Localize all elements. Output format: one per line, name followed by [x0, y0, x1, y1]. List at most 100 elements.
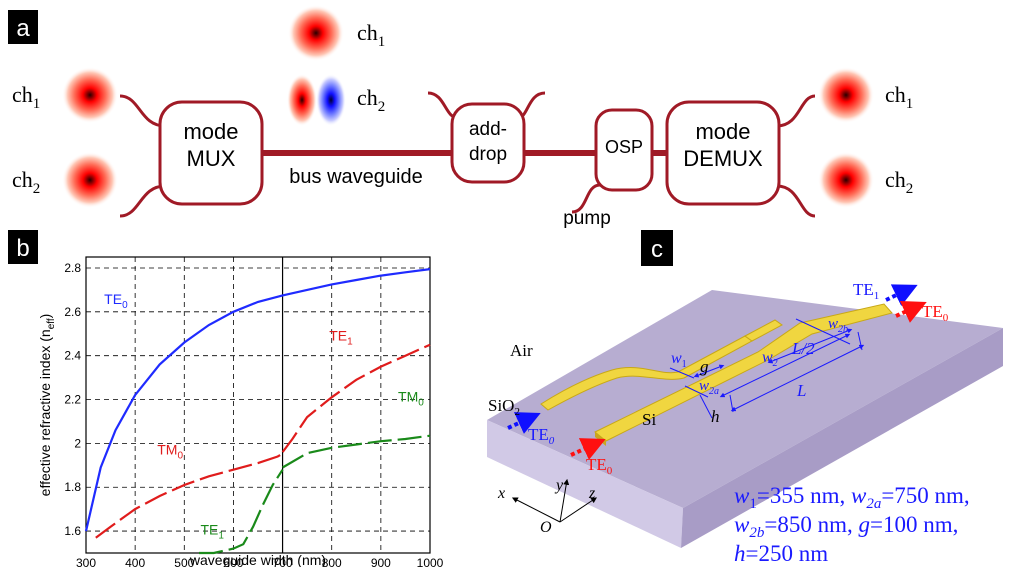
mux-line2: MUX	[187, 146, 236, 171]
l-label: L	[796, 381, 806, 400]
plot-ticks: 300 400 500 600 700 800 900 1000 1.6 1.8 2 2.2 2.4 2.…	[64, 261, 443, 567]
y-tick-label: 2.4	[64, 349, 81, 363]
si-label: Si	[642, 410, 656, 429]
series-line-te1-1	[281, 343, 431, 453]
curve-label-0: TE0	[104, 291, 128, 311]
adddrop-line1: add-	[469, 119, 507, 140]
panel-c-labels: Air SiO2 Si TE0 TE0 TE1 TE0 w1 g w2a w2 …	[488, 280, 949, 536]
panel-a-tag: a	[16, 15, 30, 42]
ch2-out-label: ch2	[885, 167, 913, 197]
panel-a-tag-bg	[8, 10, 38, 44]
curve-label-1: TE1	[329, 327, 353, 347]
te-in2-label: TE0	[586, 455, 613, 477]
series-line-tm0-2	[95, 451, 286, 539]
x-tick-label: 400	[125, 556, 145, 567]
te-out2-label: TE0	[922, 302, 949, 324]
w1-label: w1	[671, 350, 687, 370]
plot-series	[84, 268, 431, 555]
panel-b-tag-bg	[8, 230, 38, 264]
air-label: Air	[510, 341, 533, 360]
te-in1-label: TE0	[528, 425, 555, 447]
panel-c-tag: c	[651, 236, 663, 263]
adddrop-line2: drop	[469, 144, 507, 165]
osp-label: OSP	[605, 137, 643, 157]
w2a-label: w2a	[699, 378, 719, 397]
series-line-te1-4	[199, 469, 284, 555]
input-te0-arrow-red	[570, 438, 606, 460]
mode-spot-ch2-bus-red	[287, 74, 317, 126]
mode-mux-block: mode MUX	[158, 100, 264, 206]
panel-c-tag-bg	[641, 230, 673, 266]
w2b-label: w2b	[828, 316, 848, 335]
series-line-tm0-3	[282, 434, 431, 469]
mode-spot-ch2-out	[818, 152, 874, 208]
parameter-values: w1=355 nm, w2a=750 nm, w2b=850 nm, g=100…	[734, 483, 970, 566]
l-half-label: L/2	[791, 339, 815, 358]
pump-label: pump	[563, 208, 611, 229]
mode-spot-ch1-bus	[288, 5, 344, 61]
x-tick-label: 300	[76, 556, 96, 567]
y-axis-title: effective refractive index (neff)	[37, 314, 57, 497]
axis-origin-label: O	[540, 519, 552, 536]
sio2-label: SiO2	[488, 396, 520, 418]
ch1-in-label: ch1	[12, 82, 40, 112]
coordinate-axes	[511, 478, 597, 523]
dimension-lines	[669, 318, 865, 419]
mode-spot-ch1-out	[818, 67, 874, 123]
demux-line2: DEMUX	[683, 146, 763, 171]
osp-block: OSP	[594, 108, 654, 192]
params-line-3: h=250 nm	[734, 541, 828, 566]
y-tick-label: 1.6	[64, 524, 81, 538]
axis-z-label: z	[588, 485, 596, 502]
bus-waveguide-label: bus waveguide	[289, 166, 422, 188]
substrate-side	[681, 328, 1003, 548]
x-tick-label: 800	[322, 556, 342, 567]
curve-label-2: TM0	[157, 441, 183, 461]
x-tick-label: 600	[223, 556, 243, 567]
input-te0-arrow-blue	[507, 412, 541, 434]
ch1-bus-label: ch1	[357, 20, 385, 50]
panel-c: c Air SiO2	[487, 230, 1003, 566]
output-te1-arrow	[885, 284, 918, 307]
panel-a: a mode MUX add-	[8, 5, 913, 229]
mode-demux-block: mode DEMUX	[665, 100, 781, 206]
panel-b-tag: b	[16, 235, 29, 262]
x-tick-label: 500	[174, 556, 194, 567]
y-tick-label: 2.2	[64, 393, 81, 407]
x-tick-label: 1000	[417, 556, 444, 567]
channel-labels: ch1 ch2 ch1 ch2 ch1 ch2	[12, 20, 913, 197]
y-tick-label: 2.8	[64, 261, 81, 275]
y-tick-label: 1.8	[64, 480, 81, 494]
mux-line1: mode	[183, 119, 238, 144]
h-label: h	[711, 407, 720, 426]
ch2-bus-label: ch2	[357, 85, 385, 115]
mode-spot-ch2-in	[62, 152, 118, 208]
g-label: g	[700, 357, 709, 376]
y-tick-label: 2	[74, 436, 81, 450]
params-line-2: w2b=850 nm, g=100 nm,	[734, 512, 958, 541]
output-te0-arrow	[895, 301, 927, 323]
x-tick-label: 700	[273, 556, 293, 567]
params-line-1: w1=355 nm, w2a=750 nm,	[734, 483, 970, 512]
mode-spot-ch2-bus-blue	[316, 74, 346, 126]
te-out1-label: TE1	[853, 280, 879, 302]
curve-label-3: TM0	[398, 389, 424, 409]
w2-label: w2	[762, 349, 778, 369]
plot-curve-labels: TE0 TE1 TM0 TM0 TE1	[104, 291, 424, 541]
ch2-in-label: ch2	[12, 167, 40, 197]
ch1-out-label: ch1	[885, 82, 913, 112]
series-line-te0-0	[84, 268, 431, 532]
axis-y-label: y	[554, 477, 564, 494]
x-tick-label: 900	[371, 556, 391, 567]
substrate-front	[487, 420, 683, 548]
axis-x-label: x	[497, 485, 505, 502]
plot-frame	[85, 256, 431, 554]
plot-grid	[86, 257, 430, 553]
y-tick-label: 2.6	[64, 305, 81, 319]
panel-b: b 300 400 500 600 700 800 900 1000 1.6 1.8 2 2.2 2.4…	[8, 230, 444, 567]
demux-line1: mode	[695, 119, 750, 144]
x-axis-title: waveguide width (nm)	[189, 552, 326, 567]
mode-spot-ch1-in	[62, 67, 118, 123]
add-drop-block: add- drop	[450, 102, 526, 184]
